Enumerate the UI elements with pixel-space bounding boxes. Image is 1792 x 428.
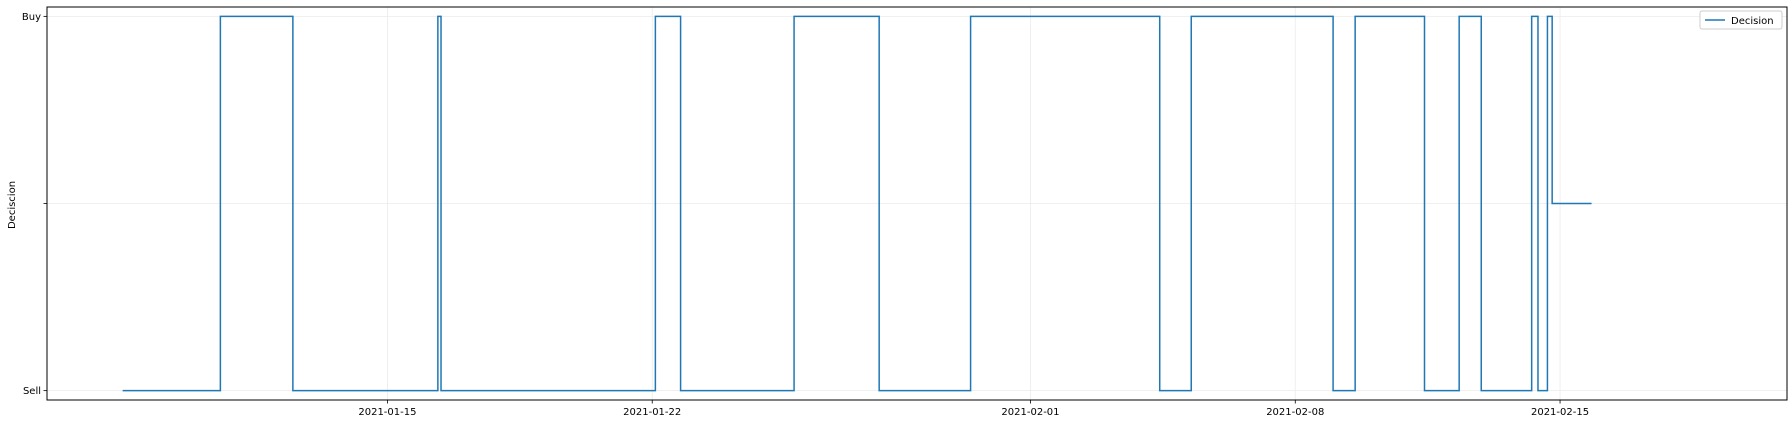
y-axis: Sell Buy: [22, 12, 47, 397]
y-tick-label: Sell: [23, 386, 41, 397]
series-line-decision: [122, 15, 1592, 392]
y-tick-label: Buy: [22, 12, 41, 23]
x-tick-label: 2021-02-01: [1001, 407, 1059, 418]
grid: [47, 7, 1787, 400]
x-tick-label: 2021-01-15: [358, 407, 416, 418]
x-axis: 2021-01-15 2021-01-22 2021-02-01 2021-02-08…: [358, 400, 1589, 418]
legend: Decision: [1699, 10, 1783, 30]
legend-label: Decision: [1731, 16, 1774, 27]
y-axis-label: Deciscion: [7, 181, 18, 229]
x-tick-label: 2021-02-08: [1266, 407, 1324, 418]
series-layer: [122, 15, 1592, 392]
x-tick-label: 2021-01-22: [623, 407, 681, 418]
x-tick-label: 2021-02-15: [1531, 407, 1589, 418]
legend-box: [1699, 10, 1783, 30]
